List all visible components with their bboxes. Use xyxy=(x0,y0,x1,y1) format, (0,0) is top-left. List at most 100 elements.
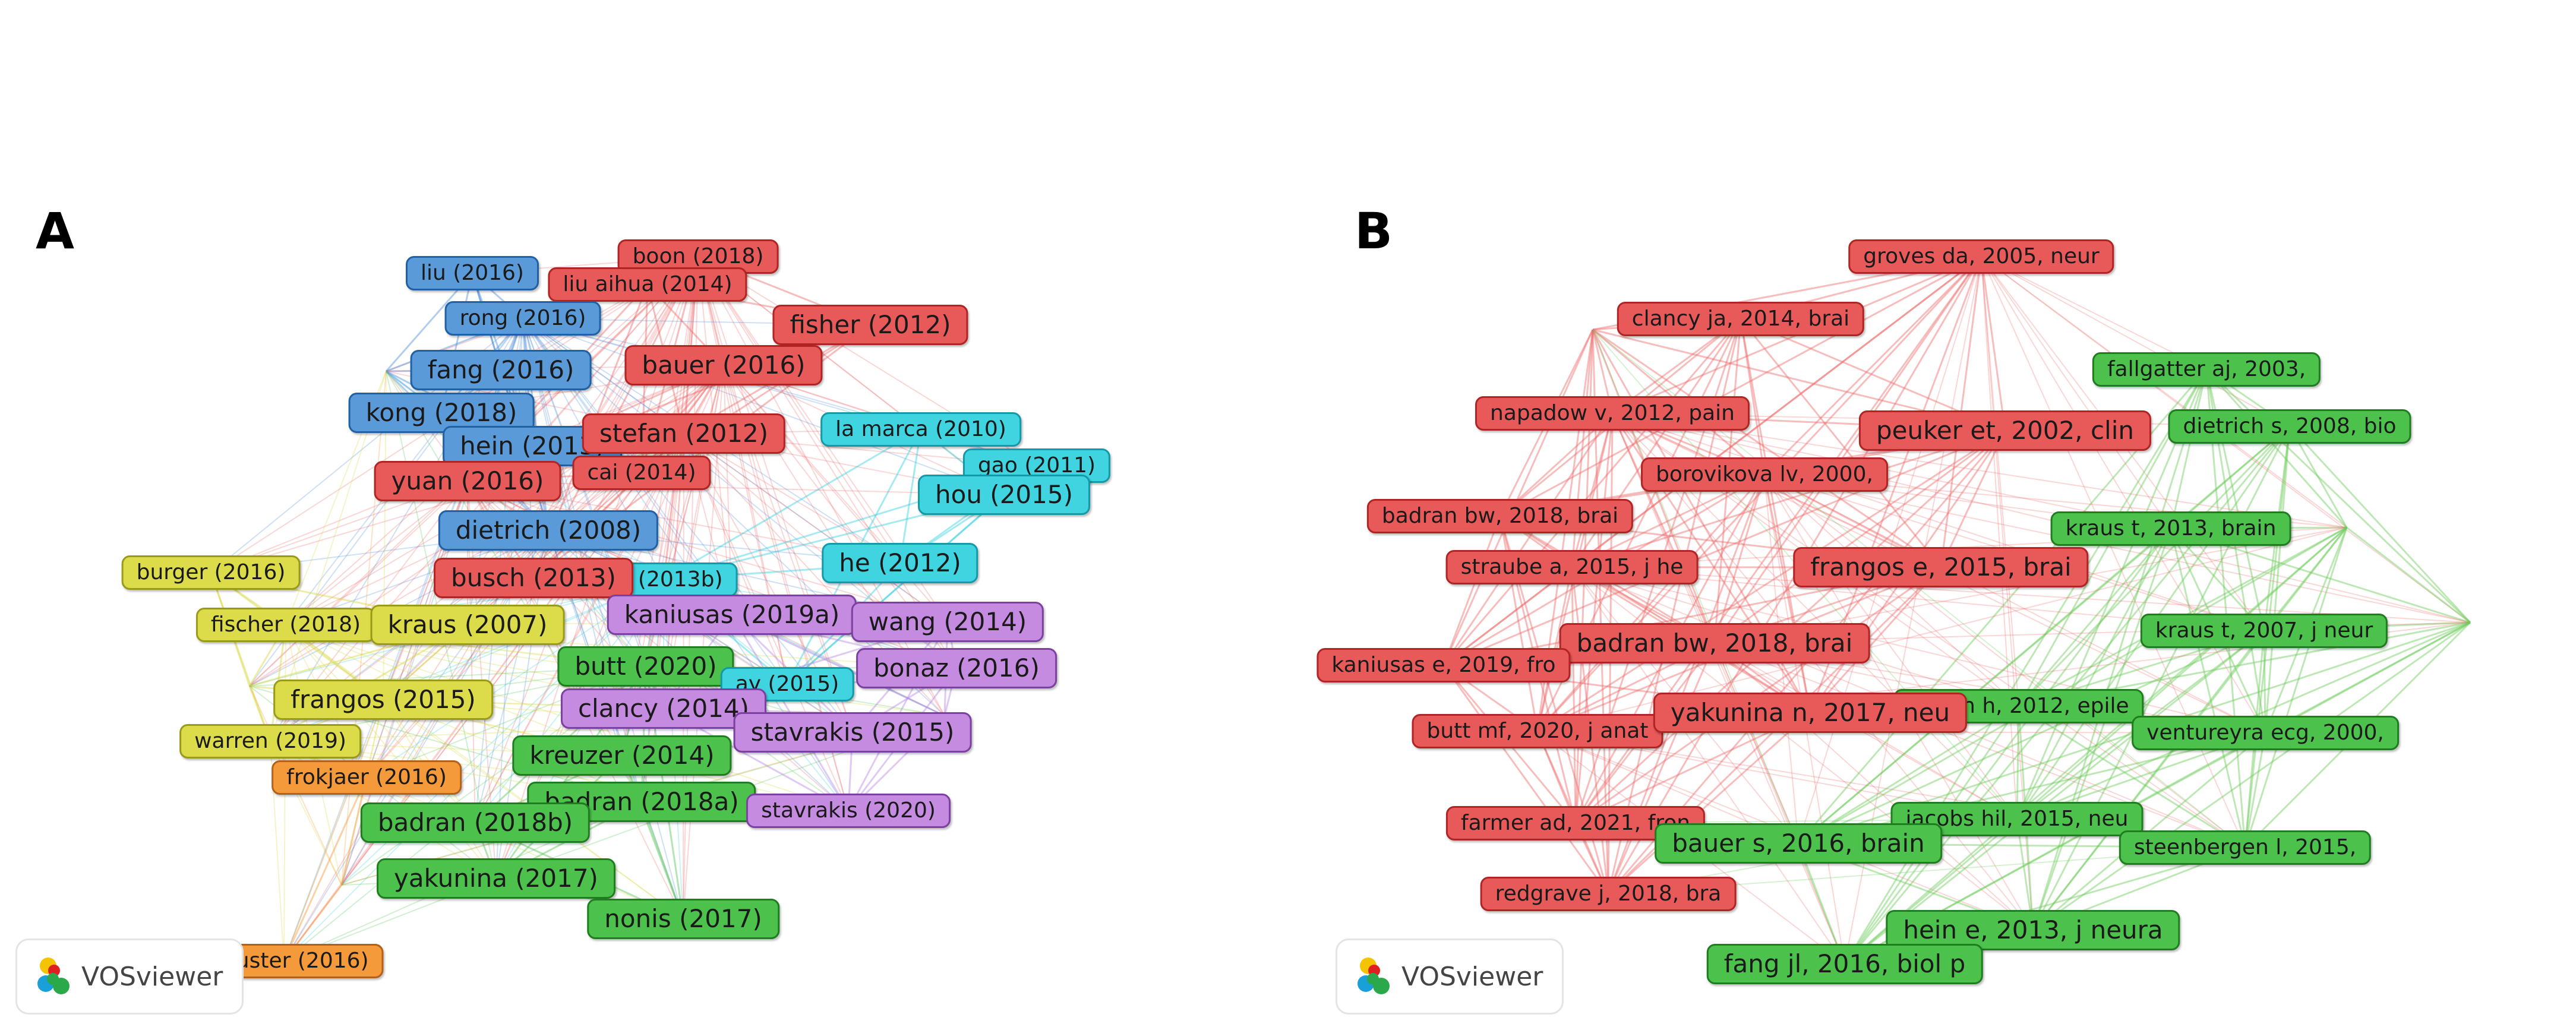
network-edge xyxy=(1571,567,2266,734)
node-dietrich-s-2008[interactable]: dietrich s, 2008, bio xyxy=(2168,409,2411,444)
node-fang-2016[interactable]: fang (2016) xyxy=(410,350,592,390)
node-kraus-2007[interactable]: kraus (2007) xyxy=(370,605,565,645)
network-edge xyxy=(1607,643,1716,895)
network-edge xyxy=(1571,429,2006,568)
network-edge xyxy=(683,433,901,564)
network-edge xyxy=(1844,526,2347,965)
node-nonis-2017[interactable]: nonis (2017) xyxy=(587,899,779,939)
node-steenbergen-l-2015[interactable]: steenbergen l, 2015, xyxy=(2119,830,2372,865)
node-fallgatter-aj-2003[interactable]: fallgatter aj, 2003, xyxy=(2092,352,2321,387)
network-edge xyxy=(2346,526,2471,624)
network-edge xyxy=(1592,328,1942,568)
node-straube-a-2015[interactable]: straube a, 2015, j he xyxy=(1445,550,1699,584)
node-kaniusas-e-2019[interactable]: kaniusas e, 2019, fro xyxy=(1317,648,1571,682)
node-he-2012[interactable]: he (2012) xyxy=(822,543,978,583)
node-ventureyra-ecg-2000[interactable]: ventureyra ecg, 2000, xyxy=(2132,716,2399,750)
node-hou-2015[interactable]: hou (2015) xyxy=(918,475,1090,515)
node-liu-aihua-2014[interactable]: liu aihua (2014) xyxy=(548,267,747,302)
node-fisher-2012[interactable]: fisher (2012) xyxy=(772,305,968,345)
network-edge xyxy=(2016,706,2020,820)
network-edge xyxy=(683,433,948,622)
node-bauer-s-2016[interactable]: bauer s, 2016, brain xyxy=(1655,823,1942,864)
node-fischer-2018[interactable]: fischer (2018) xyxy=(195,608,376,642)
network-edge xyxy=(1798,526,2347,845)
network-edge xyxy=(1571,567,2471,623)
network-edge xyxy=(1442,318,1742,666)
node-yakunina-2017[interactable]: yakunina (2017) xyxy=(377,858,615,899)
network-edge xyxy=(1798,527,2171,845)
node-butt-mf-2020[interactable]: butt mf, 2020, j anat xyxy=(1412,714,1663,748)
network-edge xyxy=(663,428,921,581)
node-clancy-2014[interactable]: clancy (2014) xyxy=(560,688,767,729)
node-clancy-ja-2014[interactable]: clancy ja, 2014, brai xyxy=(1617,302,1865,336)
node-frokjaer-2016[interactable]: frokjaer (2016) xyxy=(272,760,462,795)
network-edge xyxy=(1764,474,2018,820)
network-edge xyxy=(1574,413,1614,824)
node-stefan-2012[interactable]: stefan (2012) xyxy=(582,413,786,454)
network-edge xyxy=(683,365,724,919)
node-busch-2013[interactable]: busch (2013) xyxy=(434,558,633,598)
network-edge xyxy=(1740,318,1766,475)
node-napadow-v-2012[interactable]: napadow v, 2012, pain xyxy=(1475,396,1750,431)
node-fang-jl-2016[interactable]: fang jl, 2016, biol p xyxy=(1706,944,1983,984)
network-edge xyxy=(2032,528,2172,931)
node-frangos-e-2015[interactable]: frangos e, 2015, brai xyxy=(1793,547,2089,587)
network-edge xyxy=(1607,712,1811,895)
network-edge xyxy=(2016,526,2347,820)
network-edge xyxy=(1612,413,2171,529)
network-edge xyxy=(899,429,922,564)
network-edge xyxy=(2016,528,2172,820)
node-badran-2018a[interactable]: badran (2018a) xyxy=(527,782,756,822)
node-stavrakis-2015[interactable]: stavrakis (2015) xyxy=(733,712,972,753)
node-yuan-2016[interactable]: yuan (2016) xyxy=(374,461,561,501)
node-liu-2016[interactable]: liu (2016) xyxy=(406,256,539,290)
network-edge xyxy=(2265,621,2471,734)
node-badran-2018b[interactable]: badran (2018b) xyxy=(360,802,591,843)
network-edge xyxy=(1536,474,1766,732)
network-edge xyxy=(1764,474,2266,734)
network-edge xyxy=(2288,425,2471,624)
node-stavrakis-2020[interactable]: stavrakis (2020) xyxy=(746,794,951,828)
node-bonaz-2016[interactable]: bonaz (2016) xyxy=(856,648,1057,688)
node-badran-bw-2018-b[interactable]: badran bw, 2018, brai xyxy=(1559,623,1870,663)
node-peuker-et-2002[interactable]: peuker et, 2002, clin xyxy=(1858,410,2152,451)
network-edge xyxy=(1714,643,2246,848)
node-kraus-t-2007[interactable]: kraus t, 2007, j neur xyxy=(2140,614,2388,648)
node-dietrich-2008[interactable]: dietrich (2008) xyxy=(438,510,659,551)
network-edge xyxy=(1763,474,1811,713)
network-edge xyxy=(1843,369,2208,965)
network-edge xyxy=(1844,630,2265,965)
node-cai-2014[interactable]: cai (2014) xyxy=(572,456,711,490)
node-hein-e-2013[interactable]: hein e, 2013, j neura xyxy=(1886,910,2180,950)
network-edge xyxy=(1764,474,2019,707)
node-yakunina-n-2017[interactable]: yakunina n, 2017, neu xyxy=(1653,693,1968,733)
network-edge xyxy=(475,433,684,823)
network-edge xyxy=(723,365,948,622)
node-redgrave-j-2018[interactable]: redgrave j, 2018, bra xyxy=(1480,877,1737,911)
node-burger-2016[interactable]: burger (2016) xyxy=(121,555,301,590)
node-boon-2018[interactable]: boon (2018) xyxy=(617,239,779,274)
node-bauer-2016[interactable]: bauer (2016) xyxy=(624,345,823,385)
network-edge xyxy=(697,256,1005,495)
vosviewer-watermark-b: VOSviewer xyxy=(1336,938,1564,1015)
network-edge xyxy=(1981,256,2347,528)
node-la-marca-2010[interactable]: la marca (2010) xyxy=(820,412,1021,447)
network-edge xyxy=(1713,256,1982,644)
node-borovikova-lv-2000[interactable]: borovikova lv, 2000, xyxy=(1641,457,1888,492)
network-edge xyxy=(2032,630,2265,931)
node-wang-2014[interactable]: wang (2014) xyxy=(851,602,1044,642)
node-rong-2016[interactable]: rong (2016) xyxy=(444,301,601,336)
node-groves-da-2005[interactable]: groves da, 2005, neur xyxy=(1848,239,2114,274)
node-frangos-2015[interactable]: frangos (2015) xyxy=(273,680,493,720)
vosviewer-logo-icon xyxy=(37,958,70,994)
node-kraus-t-2013[interactable]: kraus t, 2013, brain xyxy=(2050,511,2291,546)
network-edge xyxy=(285,624,684,919)
node-warren-2019[interactable]: warren (2019) xyxy=(179,724,361,759)
network-edge xyxy=(1763,255,1982,476)
network-edge xyxy=(1980,256,2006,431)
network-edge xyxy=(1499,516,1539,732)
node-badran-bw-2018-a[interactable]: badran bw, 2018, brai xyxy=(1366,499,1634,533)
node-kaniusas-2019a[interactable]: kaniusas (2019a) xyxy=(607,595,857,635)
node-kreuzer-2014[interactable]: kreuzer (2014) xyxy=(512,735,732,776)
node-butt-2020[interactable]: butt (2020) xyxy=(557,646,734,687)
